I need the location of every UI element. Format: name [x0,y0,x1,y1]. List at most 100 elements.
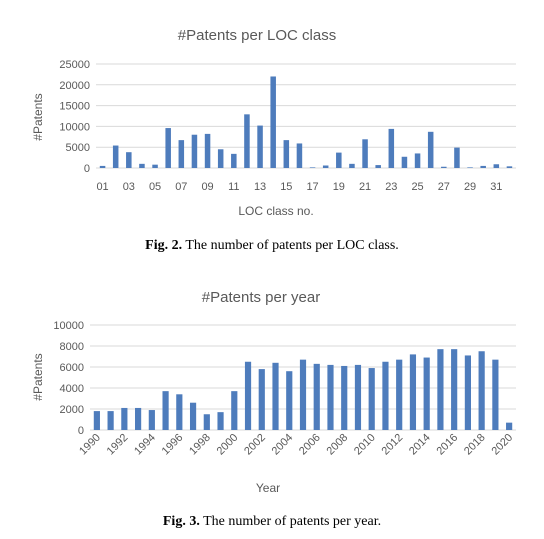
bar-10 [217,149,224,168]
x-tick-label: 09 [201,181,213,193]
x-tick-label: 2010 [352,432,378,458]
bar-22 [375,165,381,168]
bar-2013 [409,354,417,430]
bar-2003 [272,362,279,430]
chart-title: #Patents per year [202,289,320,306]
x-tick-label: 27 [438,181,450,193]
bar-27 [441,166,447,168]
caption-label: Fig. 2. [145,238,183,253]
x-tick-labels: 1990 1992 1994 1996 1998 2000 2002 2004 2006 2008… [77,432,515,458]
bar-2006 [313,363,320,430]
x-tick-label: 2002 [242,432,268,458]
bar-32 [506,166,513,168]
bar-1998 [203,414,210,430]
y-tick-label: 20000 [59,80,90,92]
x-tick-label: 21 [359,181,371,193]
bar-09 [204,133,211,168]
bar-31 [493,164,500,168]
bar-2008 [341,365,348,430]
bar-2004 [286,371,293,430]
caption-text: The number of patents per LOC class. [182,238,399,253]
x-tick-label: 2014 [407,432,433,458]
x-axis-title: LOC class no. [238,204,313,218]
figure-caption-2: Fig. 2. The number of patents per LOC cl… [0,238,544,254]
bar-08 [191,134,198,168]
y-tick-label: 10000 [59,121,90,133]
x-tick-label: 2012 [380,432,406,458]
y-axis-title: #Patents [31,93,45,140]
x-tick-label: 2004 [270,432,296,458]
x-tick-label: 1998 [187,432,213,458]
x-tick-label: 05 [149,181,161,193]
bar-2001 [244,361,252,430]
caption-text: The number of patents per year. [199,514,382,529]
x-tick-label: 31 [490,181,502,193]
bar-2005 [299,359,307,430]
bar-11 [231,153,237,168]
gridlines [96,63,516,169]
bar-1997 [189,402,197,430]
y-tick-label: 4000 [60,383,84,395]
bar-2000 [231,391,238,430]
bar-2016 [451,349,458,430]
bar-07 [178,140,185,168]
y-tick-label: 5000 [66,142,90,154]
bar-18 [322,165,329,168]
bar-1990 [93,411,100,430]
x-tick-label: 1994 [132,432,158,458]
chart-title: #Patents per LOC class [178,27,336,44]
bar-23 [388,128,395,168]
y-tick-labels: 0 2000 4000 6000 8000 10000 [53,320,84,437]
x-tick-label: 11 [228,181,239,193]
bar-1999 [217,412,224,430]
bar-1996 [176,394,183,430]
bar-2012 [396,359,403,430]
bar-30 [480,165,486,168]
bar-20 [349,163,355,168]
bar-1993 [135,407,142,430]
bar-04 [139,163,145,168]
y-tick-label: 2000 [60,404,84,416]
bar-01 [99,165,106,168]
bar-25 [414,153,421,168]
x-tick-label: 23 [385,181,397,193]
x-tick-label: 01 [96,181,108,193]
x-tick-label: 2006 [297,432,323,458]
y-tick-label: 6000 [60,362,84,374]
y-tick-label: 0 [84,163,90,175]
x-tick-label: 2018 [462,432,488,458]
bar-21 [362,139,368,168]
bar-2007 [327,364,334,430]
bar-12 [244,114,250,168]
bar-06 [165,128,171,168]
chart-per-year: #Patents per year 0 2000 4000 6000 8000 10000… [31,289,516,495]
bar-1991 [107,411,114,430]
x-axis-title: Year [256,481,280,495]
x-tick-label: 2016 [434,432,460,458]
bar-03 [126,152,132,168]
bar-2002 [258,369,265,430]
x-tick-label: 07 [175,181,187,193]
x-tick-label: 03 [123,181,135,193]
x-tick-label: 17 [306,181,318,193]
bar-2017 [464,355,471,430]
x-tick-label: 2008 [325,432,351,458]
bar-15 [283,140,290,168]
x-tick-label: 15 [280,181,292,193]
y-tick-label: 25000 [59,59,90,71]
bar-2019 [492,359,499,430]
bar-19 [336,152,342,168]
bars [93,349,513,430]
bar-29 [467,167,473,168]
bar-2009 [354,364,362,430]
bar-13 [257,125,263,168]
x-tick-label: 29 [464,181,476,193]
y-tick-label: 8000 [60,341,84,353]
bar-24 [401,156,408,168]
bar-2018 [478,351,485,430]
x-tick-label: 2020 [489,432,515,458]
bar-2020 [506,422,513,430]
y-axis-title: #Patents [31,353,45,400]
y-tick-label: 0 [78,425,84,437]
